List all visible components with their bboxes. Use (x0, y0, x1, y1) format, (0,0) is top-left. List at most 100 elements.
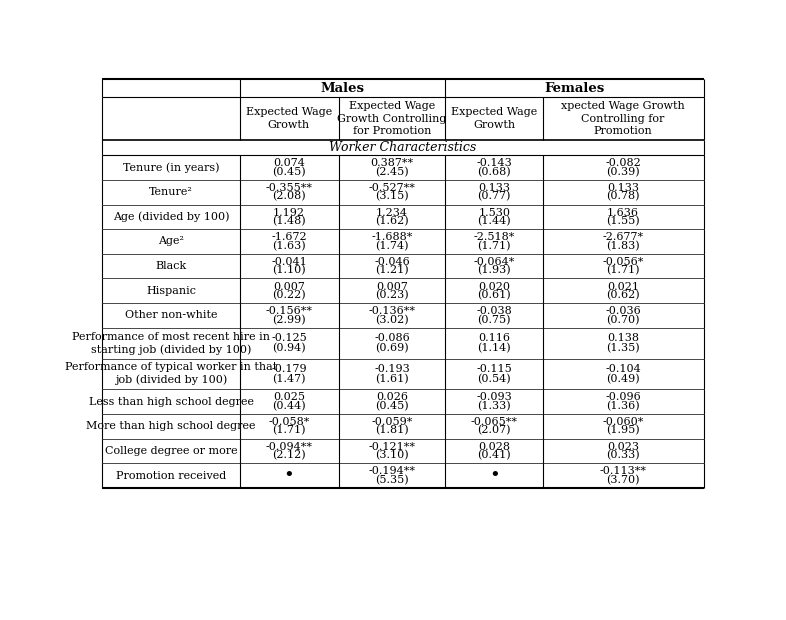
Text: 0.007: 0.007 (273, 281, 305, 291)
Text: •: • (284, 467, 294, 485)
Text: Worker Characteristics: Worker Characteristics (329, 141, 476, 154)
Text: (0.45): (0.45) (375, 401, 409, 411)
Text: -0.065**: -0.065** (471, 417, 518, 427)
Text: Expected Wage
Growth: Expected Wage Growth (451, 107, 538, 130)
Text: 0.023: 0.023 (607, 441, 639, 452)
Text: 0.387**: 0.387** (370, 158, 413, 169)
Text: Black: Black (156, 261, 187, 271)
Text: (0.45): (0.45) (272, 167, 306, 177)
Text: (1.44): (1.44) (477, 216, 511, 226)
Text: (0.68): (0.68) (477, 167, 511, 177)
Text: Other non-white: Other non-white (125, 311, 218, 321)
Text: -1.672: -1.672 (271, 232, 307, 242)
Text: Tenure²: Tenure² (149, 187, 193, 197)
Text: Age (divided by 100): Age (divided by 100) (113, 211, 230, 222)
Text: Less than high school degree: Less than high school degree (89, 397, 254, 407)
Text: (0.75): (0.75) (478, 314, 511, 325)
Text: (0.70): (0.70) (606, 314, 640, 325)
Text: (1.95): (1.95) (606, 425, 640, 436)
Text: -0.104: -0.104 (605, 364, 641, 374)
Text: (5.35): (5.35) (375, 474, 409, 485)
Text: Performance of typical worker in that
job (divided by 100): Performance of typical worker in that jo… (65, 362, 277, 386)
Text: 1.234: 1.234 (376, 208, 408, 218)
Text: (1.71): (1.71) (606, 265, 640, 275)
Text: (1.74): (1.74) (375, 241, 409, 251)
Text: (1.71): (1.71) (272, 425, 306, 436)
Text: -1.688*: -1.688* (371, 232, 413, 242)
Text: 1.636: 1.636 (607, 208, 639, 218)
Text: (0.78): (0.78) (606, 191, 640, 202)
Text: -0.527**: -0.527** (369, 183, 416, 193)
Text: (1.71): (1.71) (478, 241, 511, 251)
Text: 0.021: 0.021 (607, 281, 639, 291)
Text: (1.93): (1.93) (477, 265, 511, 275)
Text: (0.94): (0.94) (272, 343, 306, 353)
Text: (0.23): (0.23) (375, 290, 409, 300)
Text: (1.14): (1.14) (477, 343, 511, 353)
Text: (0.77): (0.77) (478, 191, 511, 202)
Text: Expected Wage
Growth: Expected Wage Growth (246, 107, 332, 130)
Text: (1.83): (1.83) (606, 241, 640, 251)
Text: (1.36): (1.36) (606, 401, 640, 411)
Text: (1.35): (1.35) (606, 343, 640, 353)
Text: (2.12): (2.12) (272, 450, 306, 460)
Text: College degree or more: College degree or more (105, 446, 237, 456)
Text: -0.136**: -0.136** (369, 306, 416, 316)
Text: -0.194**: -0.194** (369, 466, 416, 476)
Text: -0.179: -0.179 (271, 364, 307, 374)
Text: -0.060*: -0.060* (602, 417, 644, 427)
Text: -0.113**: -0.113** (600, 466, 646, 476)
Text: 1.530: 1.530 (478, 208, 510, 218)
Text: -0.041: -0.041 (271, 257, 307, 267)
Text: Age²: Age² (158, 236, 184, 247)
Text: -2.518*: -2.518* (474, 232, 515, 242)
Text: 0.133: 0.133 (478, 183, 510, 193)
Text: -0.096: -0.096 (605, 392, 641, 402)
Text: -0.058*: -0.058* (268, 417, 310, 427)
Text: xpected Wage Growth
Controlling for
Promotion: xpected Wage Growth Controlling for Prom… (561, 101, 685, 136)
Text: 0.074: 0.074 (273, 158, 305, 169)
Text: Hispanic: Hispanic (146, 286, 196, 296)
Text: -0.059*: -0.059* (371, 417, 413, 427)
Text: (1.33): (1.33) (477, 401, 511, 411)
Text: (0.41): (0.41) (477, 450, 511, 460)
Text: 0.133: 0.133 (607, 183, 639, 193)
Text: More than high school degree: More than high school degree (86, 422, 256, 432)
Text: (3.10): (3.10) (375, 450, 409, 460)
Text: 0.028: 0.028 (478, 441, 510, 452)
Text: (2.07): (2.07) (478, 425, 511, 436)
Text: 1.192: 1.192 (273, 208, 305, 218)
Text: (0.69): (0.69) (375, 343, 409, 353)
Text: (0.62): (0.62) (606, 290, 640, 300)
Text: (0.54): (0.54) (477, 374, 511, 384)
Text: Performance of most recent hire in
starting job (divided by 100): Performance of most recent hire in start… (72, 332, 270, 355)
Text: (1.55): (1.55) (606, 216, 640, 226)
Text: (0.49): (0.49) (606, 374, 640, 384)
Text: 0.138: 0.138 (607, 333, 639, 343)
Text: (1.62): (1.62) (375, 216, 409, 226)
Text: (3.70): (3.70) (606, 474, 640, 485)
Text: -2.677*: -2.677* (602, 232, 644, 242)
Text: -0.094**: -0.094** (266, 441, 312, 452)
Text: (0.33): (0.33) (606, 450, 640, 460)
Text: •: • (489, 467, 500, 485)
Text: (2.08): (2.08) (272, 191, 306, 202)
Text: (3.02): (3.02) (375, 314, 409, 325)
Text: -0.121**: -0.121** (369, 441, 416, 452)
Text: 0.025: 0.025 (273, 392, 305, 402)
Text: 0.020: 0.020 (478, 281, 510, 291)
Text: 0.026: 0.026 (376, 392, 408, 402)
Text: -0.036: -0.036 (605, 306, 641, 316)
Text: (1.61): (1.61) (375, 374, 409, 384)
Text: (1.21): (1.21) (375, 265, 409, 275)
Text: (1.47): (1.47) (272, 374, 306, 384)
Text: -0.082: -0.082 (605, 158, 641, 169)
Text: (1.10): (1.10) (272, 265, 306, 275)
Text: (0.61): (0.61) (477, 290, 511, 300)
Text: 0.007: 0.007 (376, 281, 408, 291)
Text: -0.115: -0.115 (476, 364, 512, 374)
Text: (1.81): (1.81) (375, 425, 409, 436)
Text: -0.038: -0.038 (476, 306, 512, 316)
Text: -0.086: -0.086 (374, 333, 410, 343)
Text: -0.143: -0.143 (476, 158, 512, 169)
